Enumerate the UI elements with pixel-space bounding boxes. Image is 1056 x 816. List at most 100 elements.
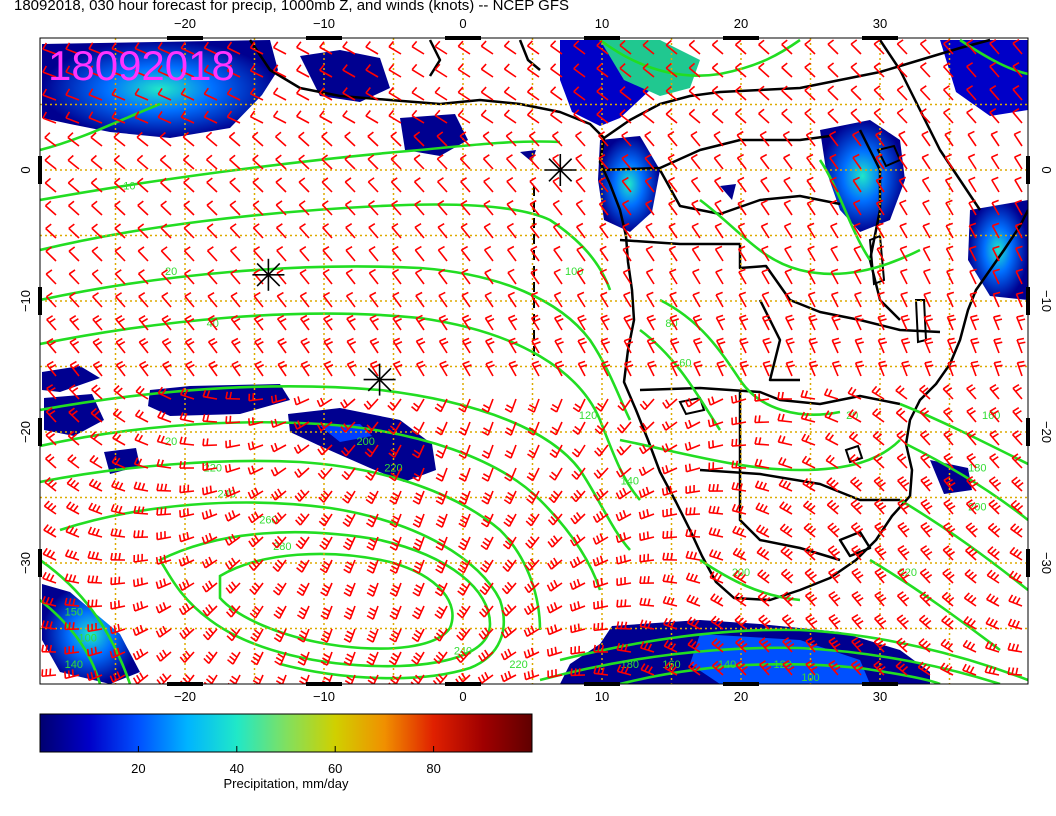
wind-barb (502, 559, 517, 572)
wind-barb (524, 580, 540, 594)
x-tick-label-top: 10 (595, 16, 609, 31)
wind-barb (249, 41, 264, 55)
wind-barb (663, 639, 678, 653)
wind-barb (88, 42, 103, 55)
wind-barb (828, 660, 841, 676)
wind-barb (577, 337, 587, 354)
wind-barb (989, 383, 1000, 400)
wind-barb (390, 131, 402, 147)
wind-barb (300, 337, 310, 354)
wind-barb (64, 669, 80, 680)
wind-barb (230, 314, 241, 331)
wind-barb (830, 222, 839, 239)
wind-barb (435, 444, 448, 459)
wind-barb (645, 245, 655, 262)
wind-barb (437, 245, 448, 262)
wind-barb (483, 177, 494, 193)
wind-barb (530, 314, 541, 331)
wind-barb (760, 199, 770, 216)
wind-barb (320, 628, 333, 643)
wind-barb (896, 637, 909, 653)
wind-barb (1012, 38, 1023, 55)
wind-barb (252, 223, 264, 239)
wind-barb (132, 577, 149, 588)
wind-barb (552, 222, 563, 239)
wind-barb (411, 109, 425, 124)
wind-barb (1012, 61, 1023, 78)
wind-barb (44, 177, 57, 193)
wind-barb (388, 86, 402, 101)
wind-barb (184, 269, 195, 285)
wind-barb (202, 389, 218, 400)
wind-barb (322, 223, 333, 239)
wind-barb (341, 467, 356, 481)
wind-barb (389, 559, 402, 574)
wind-barb (735, 660, 748, 676)
wind-barb (550, 63, 563, 78)
wind-barb (438, 314, 449, 331)
wind-barb (989, 85, 1000, 101)
wind-barb (460, 245, 471, 262)
wind-barb (802, 500, 816, 515)
wind-barb (369, 337, 380, 354)
wind-barb (1007, 642, 1023, 653)
x-tick-label-bottom: 0 (459, 689, 466, 704)
wind-barb (646, 314, 656, 331)
wind-barb (616, 599, 632, 608)
wind-barb (87, 599, 103, 608)
wind-barb (684, 441, 701, 451)
wind-barb (206, 246, 218, 262)
wind-barb (897, 521, 910, 538)
wind-barb (824, 432, 839, 446)
wind-barb (984, 665, 1000, 676)
wind-barb (253, 314, 264, 331)
wind-barb (503, 40, 517, 55)
wind-barb (569, 578, 586, 591)
wind-barb (896, 108, 908, 124)
wind-barb (433, 628, 448, 642)
wind-barb (203, 110, 218, 124)
wind-barb (388, 651, 402, 666)
wind-barb (270, 394, 287, 404)
wind-barb (436, 177, 448, 193)
y-tick-label-right: −20 (1039, 421, 1054, 443)
wind-barb (686, 616, 701, 630)
wind-barb (531, 337, 541, 354)
wind-barb (504, 467, 517, 482)
wind-barb (320, 582, 333, 597)
wind-barb (225, 605, 241, 618)
wind-barb (1013, 130, 1023, 147)
wind-barb (365, 110, 379, 124)
wind-barb (668, 199, 678, 216)
colorbar-ticks: 20 40 60 80 (131, 746, 441, 776)
wind-barb (364, 421, 379, 434)
wind-barb (639, 576, 655, 585)
wind-barb (456, 628, 471, 641)
wind-barb (457, 86, 471, 101)
wind-barb (900, 337, 911, 354)
wind-barb (42, 547, 57, 561)
wind-barb (320, 651, 333, 666)
wind-barb (184, 314, 195, 331)
wind-barb (801, 433, 816, 446)
wind-barb (616, 444, 632, 456)
wind-barb (249, 64, 264, 78)
wind-barb (569, 556, 586, 569)
wind-barb (500, 670, 517, 683)
wind-barb (365, 41, 379, 55)
wind-barb (68, 200, 80, 216)
wind-barb (897, 568, 910, 584)
x-tick-label-bottom: 20 (734, 689, 748, 704)
wind-barb (434, 398, 448, 413)
wind-barb (530, 268, 540, 285)
wind-barb (202, 604, 218, 617)
wind-barb (759, 153, 770, 170)
wind-barb (253, 246, 264, 262)
wind-barb (458, 398, 471, 413)
wind-barb (67, 177, 80, 193)
wind-barb (991, 222, 1000, 239)
wind-barb (965, 522, 978, 538)
wind-barb (369, 291, 379, 308)
wind-barb (160, 223, 172, 239)
wind-barb (899, 199, 908, 216)
